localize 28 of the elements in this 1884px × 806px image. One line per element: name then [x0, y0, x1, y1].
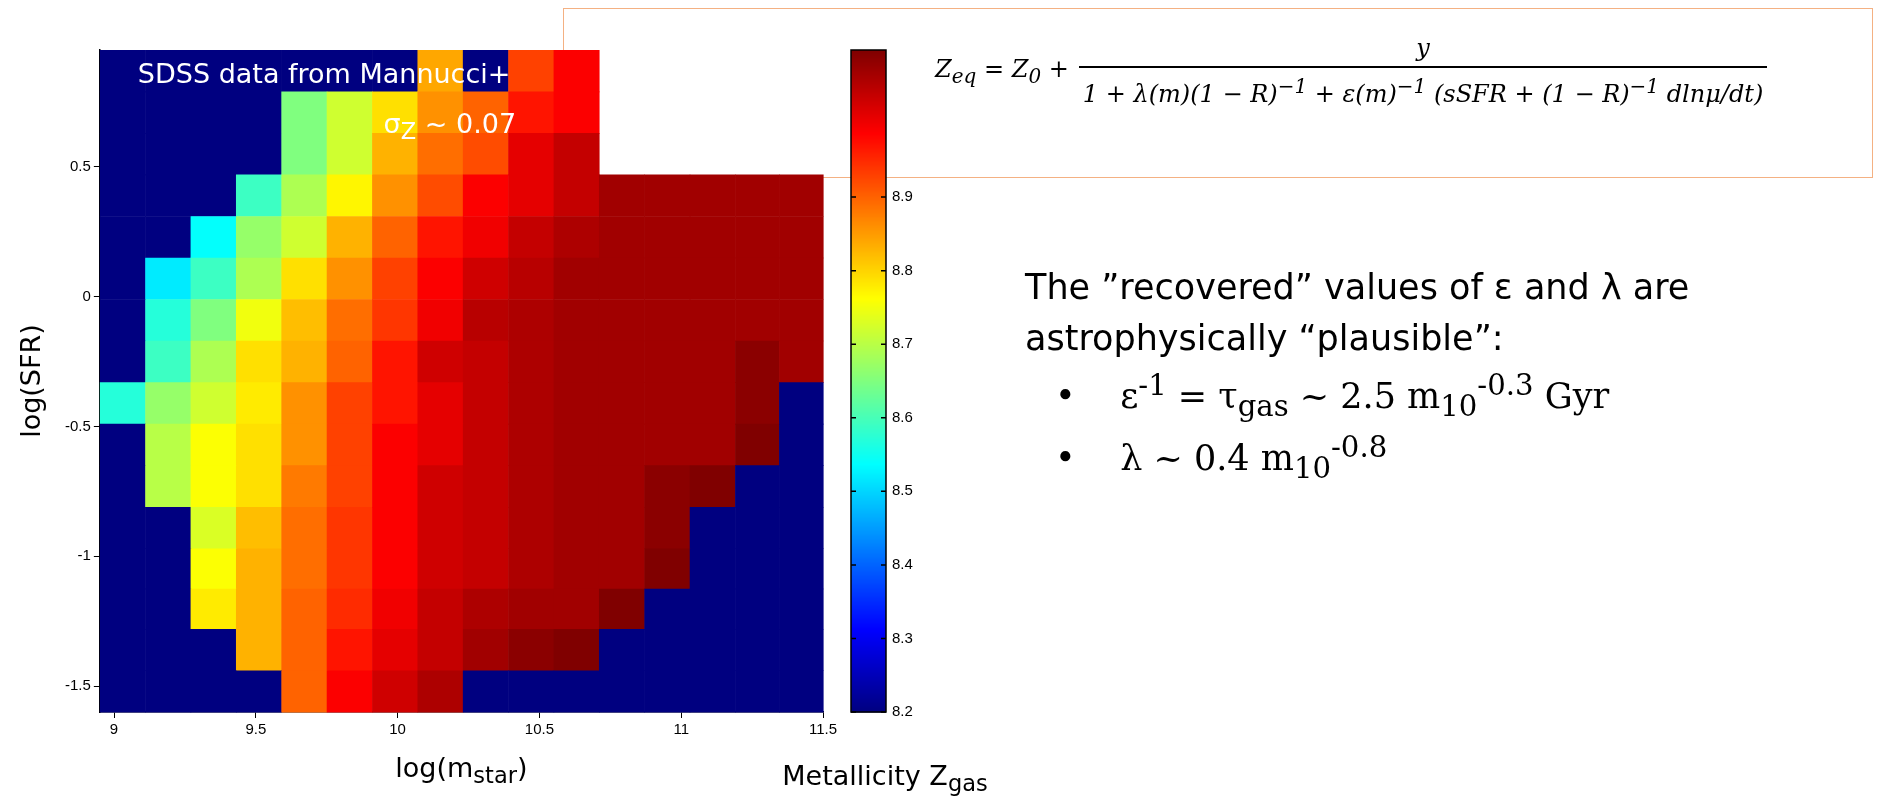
color-bar-label: 8.4 — [892, 555, 913, 573]
y-tick-label: -1 — [77, 546, 91, 564]
x-tick-label: 11 — [673, 720, 689, 738]
color-bar-label: 8.5 — [892, 481, 913, 499]
x-tick-label: 9.5 — [245, 720, 267, 738]
y-tick-label: -0.5 — [64, 416, 91, 434]
y-tick-label: -1.5 — [64, 676, 91, 694]
text: 1 + λ(m)(1 − R)$^{−1}$ + ε(m)$^{−1}$ (sSFR + (1 − R)$^{−1}$ dlnμ/dt) — [1078, 66, 1768, 108]
x-axis-title: log(m$_{star}$) — [395, 752, 528, 789]
x-tick-label: 11.5 — [808, 720, 838, 738]
color-bar-label: 8.6 — [892, 407, 913, 425]
y-axis-title: log(SFR) — [14, 324, 46, 438]
color-bar-label: 8.9 — [892, 187, 913, 205]
color-bar-label: 8.8 — [892, 260, 913, 278]
annotation: σ$_{Z}$ ~ 0.07 — [383, 108, 517, 145]
text: y — [1414, 34, 1431, 64]
x-tick-label: 10 — [389, 720, 406, 738]
color-bar-label: 8.3 — [892, 628, 913, 646]
text: • ε$^{-1}$ = τ$_{gas}$ ~ 2.5 m$_{10}$$^{-0.3}$ Gyr — [1054, 366, 1611, 425]
y-tick-label: 0.5 — [69, 156, 91, 174]
x-tick-label: 9 — [109, 720, 119, 738]
color-bar-label: 8.7 — [892, 334, 913, 352]
text: The ”recovered” values of ε and λ are astrophysically “plausible”: — [1025, 266, 1691, 360]
color-bar-label: 8.2 — [892, 702, 913, 720]
text: Z$_{eq}$ = Z$_{0}$ + — [935, 54, 1069, 88]
x-tick-label: 10.5 — [524, 720, 555, 738]
y-tick-label: 0 — [82, 286, 91, 304]
color-bar-title: Metallicity Z$_{gas}$ — [782, 760, 988, 797]
